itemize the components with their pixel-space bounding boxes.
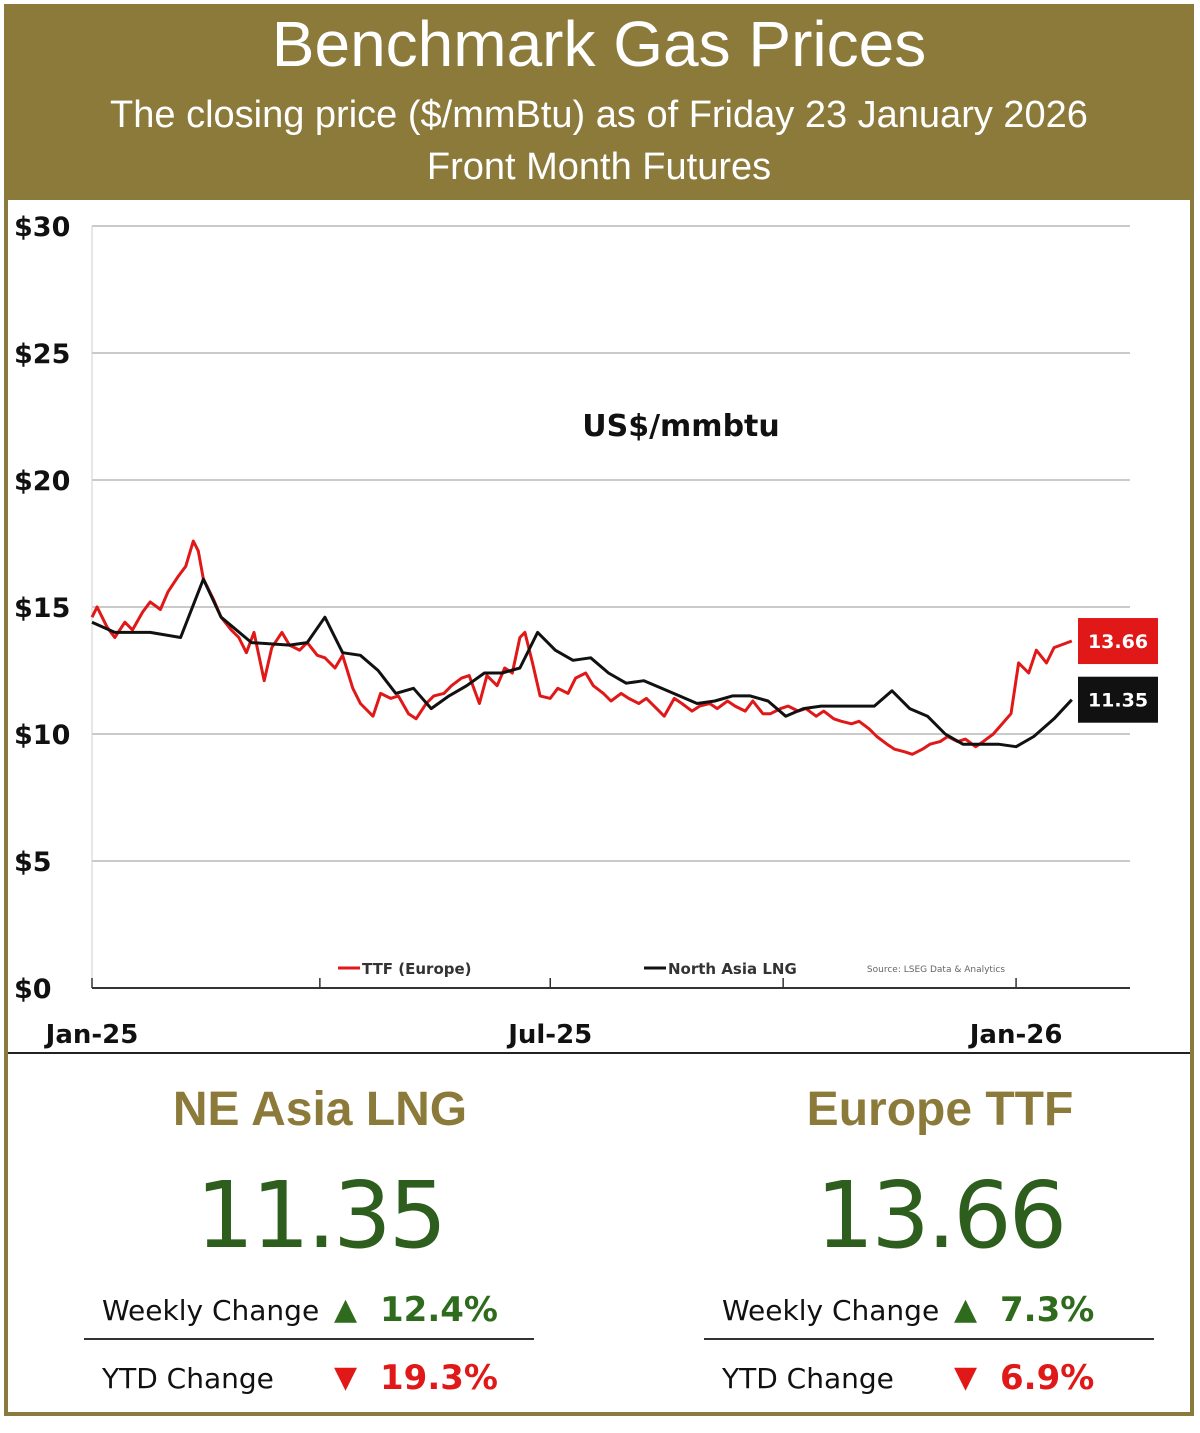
chart-area: $0 $5 $10 $15 $20 $25 $30 Jan-25 Jul-25 Jan-26 U… [8,200,1190,1052]
price-chart: $0 $5 $10 $15 $20 $25 $30 Jan-25 Jul-25 Jan-26 U… [14,212,1158,1050]
legend-label: TTF (Europe) [362,960,472,978]
x-tick-label: Jul-25 [506,1020,592,1050]
ytd-change-label: YTD Change [722,1362,894,1395]
weekly-change-row: Weekly Change ▲ 7.3% [704,1282,1154,1340]
page-subtitle-secondary: Front Month Futures [426,146,772,188]
y-tick-label: $20 [14,466,70,497]
ytd-change-value: 6.9% [1000,1358,1095,1398]
ytd-change-label: YTD Change [102,1362,274,1395]
end-value-label: 13.66 [1088,631,1148,653]
series-line-north-asia-lng [91,577,1073,749]
y-tick-label: $15 [14,593,70,624]
header-banner: Benchmark Gas Prices The closing price (… [4,4,1194,200]
x-tick-label: Jan-26 [968,1020,1063,1050]
end-value-box [1078,676,1158,723]
ytd-change-row: YTD Change ▼ 19.3% [84,1350,534,1406]
y-tick-label: $10 [14,720,70,751]
series-line-ttf-europe- [90,539,1073,756]
panel-value: 13.66 [815,1162,1067,1269]
y-axis: $0 $5 $10 $15 $20 $25 $30 [14,212,93,1005]
page-subtitle: The closing price ($/mmBtu) as of Friday… [110,94,1088,136]
panel-europe-ttf: Europe TTF 13.66 Weekly Change ▲ 7.3% YT… [680,1060,1200,1410]
chart-grid [92,225,1130,989]
legend-label: North Asia LNG [668,960,797,978]
weekly-change-label: Weekly Change [722,1294,940,1327]
y-tick-label: $0 [14,974,52,1005]
ytd-change-value: 19.3% [380,1358,498,1398]
end-value-box [1078,618,1158,665]
page-title: Benchmark Gas Prices [271,8,927,80]
panel-value: 11.35 [195,1162,447,1269]
panel-name: Europe TTF [806,1083,1074,1136]
up-arrow-icon: ▲ [954,1292,978,1327]
down-arrow-icon: ▼ [954,1360,978,1395]
panel-name: NE Asia LNG [172,1083,468,1136]
y-tick-label: $5 [14,847,52,878]
up-arrow-icon: ▲ [334,1292,358,1327]
down-arrow-icon: ▼ [334,1360,358,1395]
weekly-change-row: Weekly Change ▲ 12.4% [84,1282,534,1340]
series-layer [90,539,1073,756]
end-labels: 13.66 11.35 [1078,618,1158,723]
panel-ne-asia-lng: NE Asia LNG 11.35 Weekly Change ▲ 12.4% … [60,1060,580,1410]
weekly-change-value: 12.4% [380,1290,498,1330]
chart-source: Source: LSEG Data & Analytics [867,965,1005,975]
weekly-change-label: Weekly Change [102,1294,320,1327]
weekly-change-value: 7.3% [1000,1290,1095,1330]
y-tick-label: $30 [14,212,70,243]
chart-legend: TTF (Europe) North Asia LNG [338,960,797,978]
chart-title: US$/mmbtu [582,409,780,444]
section-divider [8,1052,1190,1054]
ytd-change-row: YTD Change ▼ 6.9% [704,1350,1154,1406]
x-tick-label: Jan-25 [44,1020,139,1050]
y-tick-label: $25 [14,339,70,370]
x-axis: Jan-25 Jul-25 Jan-26 [44,978,1063,1050]
end-value-label: 11.35 [1088,690,1148,712]
